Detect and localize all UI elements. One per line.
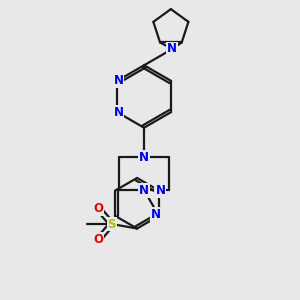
- Text: S: S: [107, 218, 116, 230]
- Text: N: N: [155, 184, 165, 197]
- Text: N: N: [113, 106, 124, 118]
- Text: O: O: [93, 233, 103, 246]
- Text: N: N: [139, 151, 149, 164]
- Text: N: N: [167, 42, 177, 56]
- Text: N: N: [113, 74, 124, 87]
- Text: O: O: [93, 202, 103, 215]
- Text: N: N: [151, 208, 161, 221]
- Text: N: N: [139, 184, 149, 196]
